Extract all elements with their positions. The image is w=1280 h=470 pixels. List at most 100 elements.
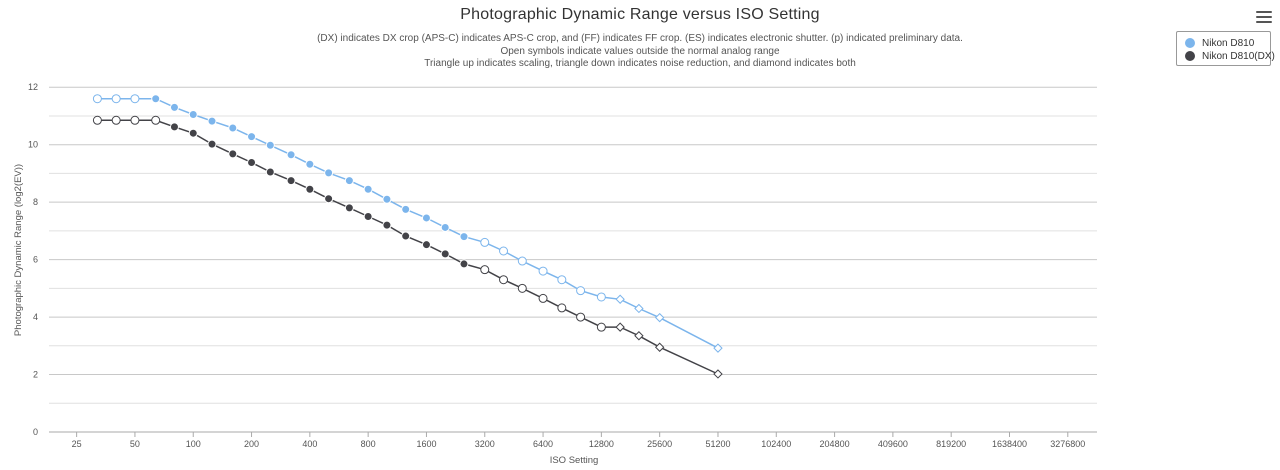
data-point[interactable] (615, 294, 625, 304)
y-axis-title: Photographic Dynamic Range (log2(EV)) (13, 164, 24, 336)
x-tick-label: 12800 (589, 439, 614, 449)
data-point[interactable] (654, 342, 665, 352)
data-point[interactable] (344, 203, 354, 213)
data-point[interactable] (305, 184, 315, 194)
x-tick-label: 51200 (705, 439, 730, 449)
data-point[interactable] (459, 232, 469, 242)
legend-marker-1-icon (1183, 37, 1197, 49)
data-point[interactable] (615, 322, 625, 332)
data-point[interactable] (440, 249, 450, 259)
x-tick-label: 819200 (936, 439, 966, 449)
data-point[interactable] (228, 149, 238, 159)
x-tick-label: 1638400 (992, 439, 1027, 449)
legend-item-series-2[interactable]: Nikon D810(DX) (1183, 50, 1275, 62)
data-point[interactable] (401, 231, 411, 241)
data-point[interactable] (324, 194, 334, 204)
data-point[interactable] (421, 240, 431, 250)
legend-label-1: Nikon D810 (1202, 37, 1255, 49)
data-point[interactable] (305, 159, 315, 169)
chart-title: Photographic Dynamic Range versus ISO Se… (460, 6, 820, 23)
data-point[interactable] (169, 122, 179, 132)
data-point[interactable] (111, 94, 121, 104)
data-point[interactable] (517, 283, 527, 293)
data-point[interactable] (517, 256, 527, 266)
data-point[interactable] (713, 369, 723, 379)
x-tick-label: 1600 (416, 439, 436, 449)
y-tick-label: 0 (33, 427, 38, 437)
x-tick-label: 3200 (475, 439, 495, 449)
data-point[interactable] (382, 220, 392, 230)
data-point[interactable] (440, 222, 450, 232)
x-tick-label: 6400 (533, 439, 553, 449)
x-tick-label: 3276800 (1050, 439, 1085, 449)
data-point[interactable] (286, 176, 296, 186)
data-point[interactable] (401, 204, 411, 214)
data-point[interactable] (538, 293, 548, 303)
data-point[interactable] (499, 246, 509, 256)
data-point[interactable] (130, 94, 140, 104)
data-point[interactable] (130, 115, 140, 125)
data-point[interactable] (151, 94, 161, 104)
data-point[interactable] (188, 128, 198, 138)
data-point[interactable] (634, 331, 644, 341)
data-point[interactable] (92, 115, 102, 125)
x-tick-label: 25600 (647, 439, 672, 449)
data-point[interactable] (151, 115, 161, 125)
subtitle-line-3: Triangle up indicates scaling, triangle … (424, 58, 856, 69)
legend-marker-2-icon (1183, 50, 1197, 62)
data-point[interactable] (596, 322, 606, 332)
x-tick-label: 204800 (820, 439, 850, 449)
data-point[interactable] (382, 194, 392, 204)
data-point[interactable] (459, 259, 469, 269)
hamburger-menu-icon[interactable] (1256, 11, 1272, 25)
data-point[interactable] (421, 213, 431, 223)
data-point[interactable] (344, 176, 354, 186)
x-axis-ticks: 25 50 100 200 400 800 1600 3200 6400 12800 25600 51… (72, 432, 1085, 449)
x-axis-title: ISO Setting (550, 455, 599, 466)
subtitle-line-2: Open symbols indicate values outside the… (500, 45, 780, 57)
data-point[interactable] (634, 303, 644, 314)
legend-item-series-1[interactable]: Nikon D810 (1183, 37, 1254, 49)
data-point[interactable] (654, 312, 665, 323)
data-point[interactable] (286, 150, 296, 160)
data-point[interactable] (228, 123, 238, 133)
data-point[interactable] (576, 312, 586, 322)
x-tick-label: 200 (244, 439, 259, 449)
data-point[interactable] (363, 212, 373, 222)
chart-subtitle: (DX) indicates DX crop (APS-C) indicates… (0, 33, 1280, 71)
data-point[interactable] (265, 140, 275, 150)
x-tick-label: 25 (72, 439, 82, 449)
data-point[interactable] (247, 158, 257, 168)
data-point[interactable] (92, 94, 102, 104)
data-point[interactable] (576, 286, 586, 296)
data-point[interactable] (324, 168, 334, 178)
y-tick-label: 12 (28, 82, 38, 92)
data-point[interactable] (480, 265, 490, 275)
data-point[interactable] (596, 292, 606, 302)
x-tick-label: 100 (186, 439, 201, 449)
data-point[interactable] (557, 275, 567, 285)
grid-lines (49, 86, 1097, 433)
data-point[interactable] (363, 184, 373, 194)
series-1 (92, 94, 723, 353)
data-point[interactable] (538, 266, 548, 276)
series-2 (92, 115, 723, 379)
y-axis-ticks: 0 2 4 6 8 10 12 (28, 82, 38, 437)
legend-label-2: Nikon D810(DX) (1202, 50, 1275, 62)
data-point[interactable] (111, 115, 121, 125)
data-point[interactable] (265, 167, 275, 177)
y-tick-label: 2 (33, 370, 38, 380)
y-tick-label: 6 (33, 255, 38, 265)
data-point[interactable] (713, 343, 723, 353)
data-point[interactable] (207, 116, 217, 126)
data-point[interactable] (557, 303, 567, 313)
data-point[interactable] (480, 237, 490, 247)
y-tick-label: 8 (33, 197, 38, 207)
data-point[interactable] (247, 132, 257, 142)
data-point[interactable] (169, 102, 179, 112)
data-point[interactable] (207, 139, 217, 149)
data-point[interactable] (188, 110, 198, 120)
data-point[interactable] (499, 275, 509, 285)
x-tick-label: 409600 (878, 439, 908, 449)
